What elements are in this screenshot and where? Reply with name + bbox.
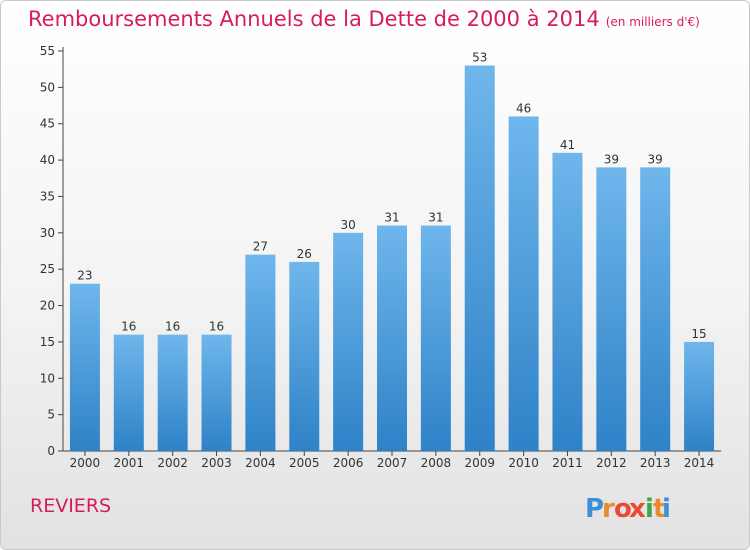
y-tick-label: 35 [40, 189, 55, 203]
value-label-2005: 26 [297, 247, 312, 261]
logo-letter: P [585, 494, 604, 524]
y-tick-label: 10 [40, 371, 55, 385]
y-tick-label: 50 [40, 80, 55, 94]
bar-2005 [289, 261, 320, 451]
y-tick-label: 5 [47, 408, 55, 422]
bar-2014 [684, 341, 715, 451]
x-tick-label-2013: 2013 [640, 456, 671, 470]
x-tick-label-2005: 2005 [289, 456, 320, 470]
value-label-2014: 15 [691, 327, 706, 341]
bar-2004 [245, 254, 276, 451]
value-label-2012: 39 [604, 152, 619, 166]
x-tick-label-2003: 2003 [201, 456, 232, 470]
logo-letter: o [614, 494, 632, 524]
logo-letter: i [662, 494, 671, 524]
bar-2013 [640, 167, 671, 451]
x-tick-label-2004: 2004 [245, 456, 276, 470]
chart-title: Remboursements Annuels de la Dette de 20… [28, 7, 700, 31]
y-tick-label: 15 [40, 335, 55, 349]
y-tick-label: 0 [47, 444, 55, 458]
value-label-2013: 39 [648, 152, 663, 166]
value-label-2004: 27 [253, 240, 268, 254]
x-tick-label-2009: 2009 [464, 456, 495, 470]
chart-title-unit: (en milliers d'€) [605, 15, 700, 29]
bar-2007 [377, 225, 407, 451]
x-tick-label-2002: 2002 [157, 456, 188, 470]
value-label-2011: 41 [560, 138, 575, 152]
x-tick-label-2011: 2011 [552, 456, 583, 470]
x-tick-label-2010: 2010 [508, 456, 539, 470]
bar-2012 [596, 167, 627, 451]
value-label-2009: 53 [472, 51, 487, 65]
value-label-2008: 31 [428, 211, 443, 225]
bar-2008 [420, 225, 451, 451]
proxiti-logo: Pr ox i ti [585, 494, 671, 524]
value-label-2010: 46 [516, 101, 531, 115]
x-tick-label-2001: 2001 [114, 456, 145, 470]
value-label-2002: 16 [165, 320, 180, 334]
logo-letter: t [653, 494, 665, 524]
bar-2011 [552, 152, 583, 451]
y-tick-label: 40 [40, 153, 55, 167]
value-label-2007: 31 [384, 211, 399, 225]
bar-2000 [69, 283, 100, 451]
bar-2006 [333, 232, 364, 451]
logo-letter: i [645, 494, 654, 524]
y-tick-label: 45 [40, 117, 55, 131]
value-label-2006: 30 [340, 218, 355, 232]
y-tick-label: 25 [40, 262, 55, 276]
chart-title-text: Remboursements Annuels de la Dette de 20… [28, 7, 600, 31]
value-label-2001: 16 [121, 320, 136, 334]
x-tick-label-2014: 2014 [684, 456, 715, 470]
bar-2009 [464, 65, 495, 451]
commune-name: REVIERS [30, 495, 112, 517]
bar-2002 [157, 334, 188, 451]
value-label-2000: 23 [77, 269, 92, 283]
x-tick-label-2006: 2006 [333, 456, 364, 470]
x-tick-label-2008: 2008 [421, 456, 452, 470]
bar-2010 [508, 116, 539, 452]
y-tick-label: 20 [40, 299, 55, 313]
bar-2001 [113, 334, 144, 451]
bar-2003 [201, 334, 232, 451]
value-label-2003: 16 [209, 320, 224, 334]
y-tick-label: 30 [40, 226, 55, 240]
logo-letter: r [602, 494, 615, 524]
logo-letter: x [629, 494, 646, 524]
y-tick-label: 55 [40, 44, 55, 58]
x-tick-label-2000: 2000 [70, 456, 101, 470]
x-tick-label-2012: 2012 [596, 456, 627, 470]
x-tick-label-2007: 2007 [377, 456, 408, 470]
